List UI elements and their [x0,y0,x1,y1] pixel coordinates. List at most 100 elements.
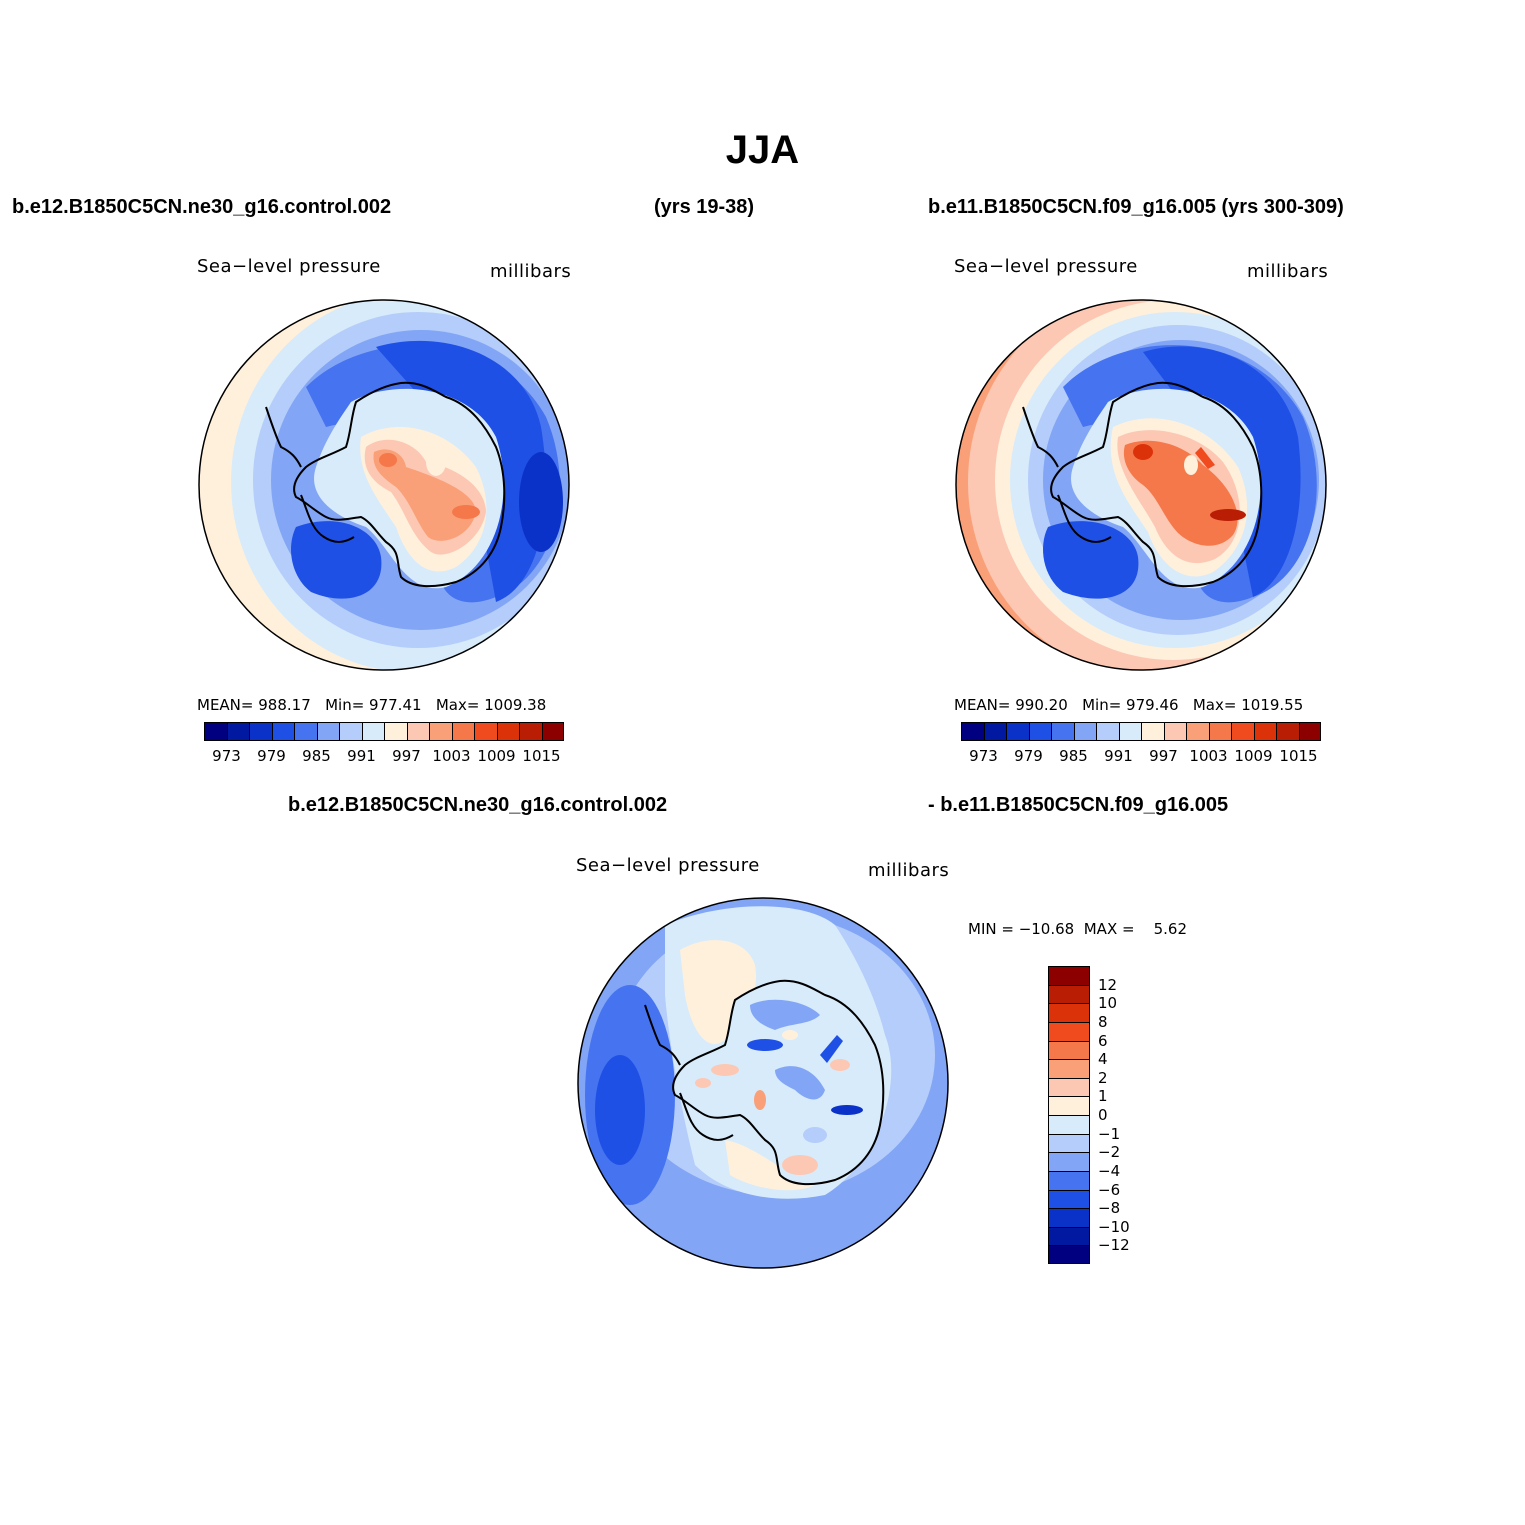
colorbar-swatch [474,722,497,741]
colorbar-tick-label: −6 [1098,1180,1121,1199]
colorbar-tick-label: 985 [1059,747,1088,765]
colorbar-tick-label: −1 [1098,1124,1121,1143]
colorbar-tick-label: 973 [969,747,998,765]
panel3-units: millibars [868,860,950,881]
colorbar-swatch [1048,1189,1090,1209]
diff-title-line1: b.e12.B1850C5CN.ne30_g16.control.002 [288,794,668,816]
colorbar-swatch [1253,722,1276,741]
colorbar-swatch [1118,722,1141,741]
colorbar-tick-label: 973 [212,747,241,765]
case2-name: b.e11.B1850C5CN.f09_g16.005 (yrs 300-309… [928,196,1344,218]
colorbar-tick-label: 4 [1098,1050,1108,1069]
colorbar-tick-label: 1003 [432,747,471,765]
diff-title-line2: - b.e11.B1850C5CN.f09_g16.005 [928,794,1229,816]
colorbar-tick-label: 1015 [522,747,561,765]
colorbar-tick-label: 8 [1098,1012,1108,1031]
colorbar-tick-label: 997 [1149,747,1178,765]
colorbar-tick-label: −8 [1098,1199,1121,1218]
colorbar-swatch [204,722,227,741]
colorbar-swatch [1048,1170,1090,1190]
panel2-variable: Sea−level pressure [954,256,1138,277]
colorbar-tick-label: 991 [1104,747,1133,765]
panel2-colorbar-ticks: 973 979 985 991 997 1003 1009 1015 [961,747,1321,767]
panel1-mean-label: MEAN= [197,696,254,714]
colorbar-tick-label: −10 [1098,1217,1130,1236]
colorbar-tick-label: 979 [257,747,286,765]
colorbar-swatch [1048,1115,1090,1134]
colorbar-swatch [1208,722,1231,741]
colorbar-swatch [249,722,272,741]
colorbar-tick-label: −12 [1098,1236,1130,1255]
colorbar-swatch [1096,722,1119,741]
colorbar-tick-label: 997 [392,747,421,765]
panel3-stats: MIN = −10.68 MAX = 5.62 [968,920,1188,938]
panel1-units: millibars [490,261,572,282]
colorbar-swatch [1163,722,1186,741]
case1-years: (yrs 19-38) [654,196,755,218]
panel2-mean: 990.20 [1015,696,1068,714]
colorbar-tick-label: 1009 [477,747,516,765]
colorbar-swatch [1186,722,1209,741]
colorbar-swatch [1048,1208,1090,1227]
colorbar-swatch [1048,1059,1090,1078]
figure-title: JJA [725,128,800,172]
colorbar-swatch [1048,1226,1090,1246]
panel2-units: millibars [1247,261,1329,282]
colorbar-swatch [1231,722,1254,741]
colorbar-tick-label: 6 [1098,1031,1108,1050]
colorbar-swatch [294,722,317,741]
colorbar-swatch [316,722,339,741]
colorbar-swatch [226,722,249,741]
panel1-max-label: Max= [435,696,480,714]
colorbar-swatch [429,722,452,741]
panel1-min: 977.41 [369,696,422,714]
panel1-mean: 988.17 [258,696,311,714]
colorbar-swatch [1298,722,1321,741]
panel2-stats: MEAN= 990.20 Min= 979.46 Max= 1019.55 [954,696,1303,714]
panel2-mean-label: MEAN= [954,696,1011,714]
colorbar-swatch [1048,1096,1090,1115]
colorbar-swatch [519,722,542,741]
panel2-max: 1019.55 [1241,696,1304,714]
colorbar-tick-label: 979 [1014,747,1043,765]
colorbar-swatch [1048,1133,1090,1153]
colorbar-swatch [1048,966,1090,985]
colorbar-swatch [983,722,1006,741]
colorbar-swatch [361,722,384,741]
panel3-variable: Sea−level pressure [576,855,760,876]
colorbar-swatch [1141,722,1164,741]
colorbar-swatch [1048,1040,1090,1060]
colorbar-swatch [1048,1003,1090,1022]
colorbar-swatch [1048,1245,1090,1264]
colorbar-swatch [451,722,474,741]
panel3-colorbar [1048,966,1090,1264]
colorbar-tick-label: 1015 [1279,747,1318,765]
panel1-stats: MEAN= 988.17 Min= 977.41 Max= 1009.38 [197,696,546,714]
colorbar-swatch [1048,1077,1090,1097]
panel1-colorbar [204,722,564,741]
panel1-min-label: Min= [325,696,365,714]
colorbar-swatch [384,722,407,741]
colorbar-swatch [496,722,519,741]
colorbar-tick-label: 12 [1098,975,1118,994]
colorbar-tick-label: 1 [1098,1087,1108,1106]
colorbar-tick-label: 10 [1098,994,1118,1013]
panel1-variable: Sea−level pressure [197,256,381,277]
panel3-colorbar-ticks: 12 10 8 6 4 2 1 0 −1 −2 −4 −6 −8 −10 −12 [1098,966,1158,1264]
panel2-min: 979.46 [1126,696,1179,714]
colorbar-swatch [1006,722,1029,741]
panel1-max: 1009.38 [484,696,547,714]
panel1-polar-map [198,299,570,671]
panel2-polar-map [955,299,1327,671]
colorbar-swatch [339,722,362,741]
colorbar-swatch [1048,1021,1090,1041]
colorbar-swatch [1048,984,1090,1004]
colorbar-swatch [1276,722,1299,741]
colorbar-swatch [961,722,984,741]
colorbar-swatch [406,722,429,741]
colorbar-swatch [1073,722,1096,741]
colorbar-swatch [1028,722,1051,741]
colorbar-tick-label: −4 [1098,1161,1121,1180]
colorbar-swatch [1051,722,1074,741]
colorbar-tick-label: 2 [1098,1068,1108,1087]
